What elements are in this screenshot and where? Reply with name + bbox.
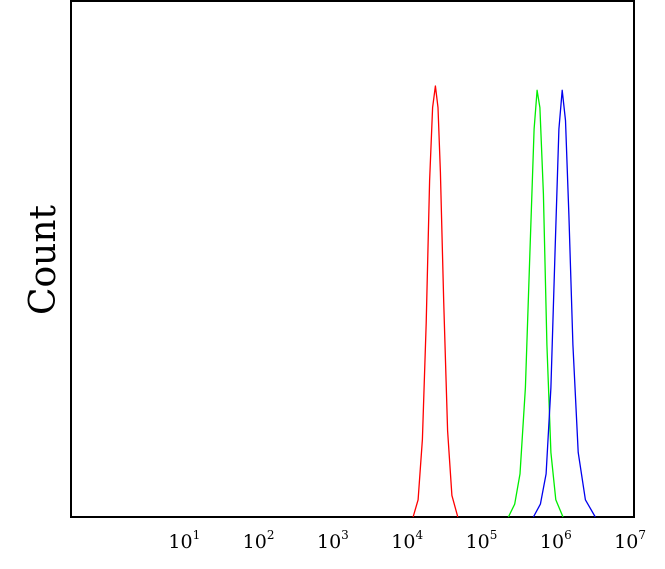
- histogram-series-1: [412, 85, 459, 518]
- x-tick-label: 107: [614, 528, 646, 553]
- x-tick-label: 101: [168, 528, 200, 553]
- x-tick-label: 106: [540, 528, 572, 553]
- y-axis-label: Count: [23, 204, 64, 315]
- series-layer: [412, 85, 596, 518]
- x-tick-label: 103: [317, 528, 349, 553]
- x-tick-label: 102: [243, 528, 275, 553]
- x-tick-label: 105: [466, 528, 498, 553]
- x-tick-label: 104: [391, 528, 423, 553]
- plot-frame: [70, 0, 635, 518]
- histogram-series-2: [507, 89, 564, 518]
- histogram-series-3: [532, 89, 596, 518]
- x-axis-ticks: 101 102 103 104 105 106 107: [168, 528, 646, 553]
